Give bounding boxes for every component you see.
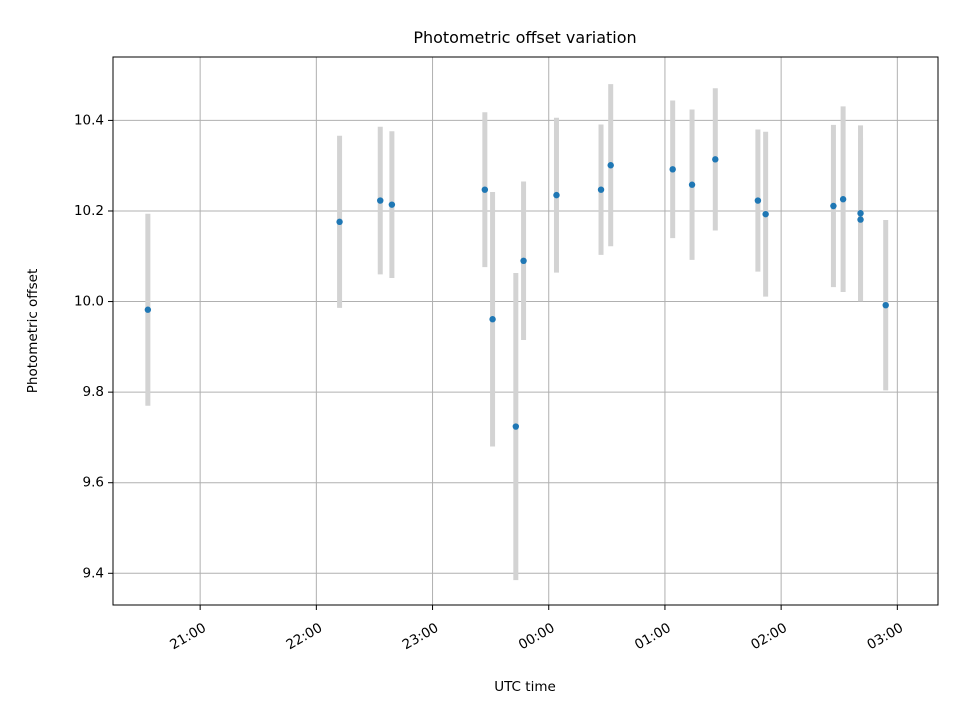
data-point <box>377 197 384 204</box>
x-tick-label: 02:00 <box>748 620 790 653</box>
y-axis-label: Photometric offset <box>25 269 41 393</box>
data-point <box>489 316 496 323</box>
grid-layer <box>113 57 938 605</box>
data-point <box>712 156 719 163</box>
errorbar-layer <box>145 84 889 581</box>
plot-frame <box>112 56 939 606</box>
data-point <box>754 197 762 204</box>
data-point <box>857 210 864 217</box>
x-tick-label: 23:00 <box>400 620 442 653</box>
data-point <box>553 191 560 199</box>
y-tick-label: 10.4 <box>74 112 104 128</box>
x-tick-label: 22:00 <box>283 620 325 653</box>
x-tick-label: 03:00 <box>864 620 906 653</box>
y-tick-label: 10.2 <box>74 203 104 219</box>
data-point <box>336 218 343 226</box>
data-point <box>882 301 889 309</box>
data-point <box>520 257 527 265</box>
data-point <box>762 210 769 218</box>
x-axis-label: UTC time <box>494 679 556 695</box>
data-point <box>857 216 864 223</box>
data-point <box>669 166 676 173</box>
data-point <box>144 306 152 313</box>
chart-title: Photometric offset variation <box>413 28 636 47</box>
x-tick-label: 00:00 <box>516 620 558 653</box>
y-tick-label: 9.6 <box>83 475 104 491</box>
data-point <box>607 162 614 169</box>
data-point <box>388 201 396 208</box>
data-point <box>839 196 847 203</box>
data-point <box>481 186 489 193</box>
data-point <box>830 202 837 210</box>
y-tick-label: 9.8 <box>83 384 104 400</box>
point-layer <box>144 156 889 430</box>
x-tick-label: 21:00 <box>167 620 209 653</box>
data-point <box>688 181 696 188</box>
y-tick-label: 10.0 <box>74 294 104 310</box>
data-point <box>597 186 605 193</box>
x-tick-label: 01:00 <box>632 620 674 653</box>
data-point <box>512 423 520 430</box>
y-tick-label: 9.4 <box>83 565 104 581</box>
